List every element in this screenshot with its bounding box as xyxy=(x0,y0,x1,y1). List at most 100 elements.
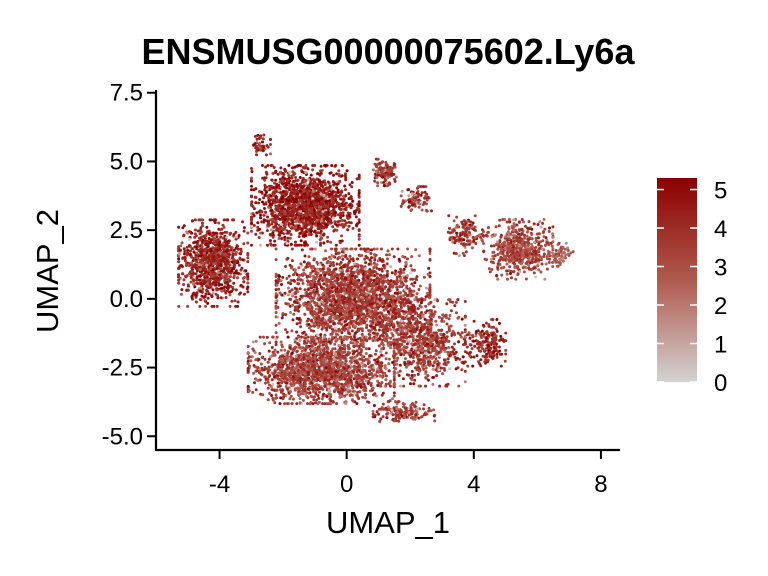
cell-point xyxy=(216,296,220,300)
cell-point xyxy=(241,220,244,224)
cell-point xyxy=(274,295,278,299)
cell-point xyxy=(228,293,232,297)
cell-point xyxy=(336,191,340,194)
cell-point xyxy=(330,306,334,310)
cell-point xyxy=(403,297,407,300)
cell-point xyxy=(225,275,229,279)
cell-point xyxy=(336,333,340,337)
cell-point xyxy=(345,169,349,173)
cell-point xyxy=(406,257,409,261)
cell-point xyxy=(202,258,206,262)
cell-point xyxy=(260,190,264,194)
cell-point xyxy=(380,160,384,164)
cell-point xyxy=(399,204,403,208)
cell-point xyxy=(229,231,232,235)
cell-point xyxy=(304,171,308,174)
cell-point xyxy=(293,227,297,230)
cell-point xyxy=(386,319,390,322)
cell-point xyxy=(347,323,351,326)
cell-point xyxy=(269,143,272,146)
cell-point xyxy=(301,196,305,200)
cell-point xyxy=(322,205,326,209)
cell-point xyxy=(311,221,315,225)
cell-point xyxy=(283,348,287,352)
cell-point xyxy=(208,241,212,245)
cell-point xyxy=(350,204,354,208)
cell-point xyxy=(346,276,350,280)
cell-point xyxy=(255,137,259,141)
cell-point xyxy=(308,273,312,277)
cell-point xyxy=(192,278,196,282)
cell-point xyxy=(269,218,273,222)
cell-point xyxy=(191,219,194,223)
cell-point xyxy=(337,293,341,297)
cell-point xyxy=(295,220,298,224)
cell-point xyxy=(336,213,340,217)
cell-point xyxy=(389,308,392,312)
cell-point xyxy=(193,263,197,266)
cell-point xyxy=(311,177,315,181)
cell-point xyxy=(385,253,389,257)
cell-point xyxy=(345,247,349,251)
cell-point xyxy=(383,178,387,182)
cell-point xyxy=(201,221,204,225)
cell-point xyxy=(281,190,285,193)
cell-point xyxy=(232,248,236,252)
cell-point xyxy=(232,264,236,268)
cell-point xyxy=(404,279,408,283)
cell-point xyxy=(378,285,381,289)
cell-point xyxy=(337,169,341,173)
cell-point xyxy=(310,284,314,288)
cell-point xyxy=(259,210,263,214)
cell-point xyxy=(283,291,287,295)
cell-point xyxy=(266,215,270,219)
cell-point xyxy=(313,181,317,185)
cell-point xyxy=(288,170,292,174)
cell-point xyxy=(226,277,230,281)
cell-point xyxy=(314,205,318,209)
cell-point xyxy=(291,170,295,174)
cell-point xyxy=(181,226,185,230)
cell-point xyxy=(305,264,309,268)
cell-point xyxy=(423,196,427,200)
cell-point xyxy=(388,283,392,287)
cell-point xyxy=(253,134,257,138)
cell-point xyxy=(405,274,409,278)
cell-point xyxy=(331,216,335,220)
cell-point xyxy=(289,233,293,237)
cell-point xyxy=(199,254,203,258)
cell-point xyxy=(285,241,289,245)
cell-point xyxy=(207,268,211,272)
cell-point xyxy=(348,203,351,207)
cell-point xyxy=(319,234,323,238)
cell-point xyxy=(266,360,270,364)
cell-point xyxy=(198,258,202,262)
cell-point xyxy=(381,166,385,170)
cell-point xyxy=(213,218,217,222)
cell-point xyxy=(274,275,278,279)
cell-point xyxy=(291,187,295,191)
cell-point xyxy=(319,169,322,173)
cell-point xyxy=(306,288,310,292)
cell-point xyxy=(307,302,311,306)
cell-point xyxy=(397,257,401,261)
cell-point xyxy=(381,295,385,299)
cell-point xyxy=(333,347,337,351)
cell-point xyxy=(177,225,181,229)
cell-point xyxy=(192,281,195,285)
cell-point xyxy=(362,289,365,293)
cell-point xyxy=(205,289,209,293)
cell-point xyxy=(366,250,370,254)
cell-point xyxy=(274,247,278,251)
cell-point xyxy=(254,195,258,199)
cell-point xyxy=(302,260,306,264)
cell-point xyxy=(344,323,348,327)
cell-point xyxy=(425,291,429,295)
cell-point xyxy=(214,247,218,251)
cell-point xyxy=(334,194,338,198)
cell-point xyxy=(250,203,253,207)
cell-point xyxy=(246,260,250,264)
cell-point xyxy=(281,312,285,316)
cell-point xyxy=(218,228,222,232)
cell-point xyxy=(295,188,299,192)
